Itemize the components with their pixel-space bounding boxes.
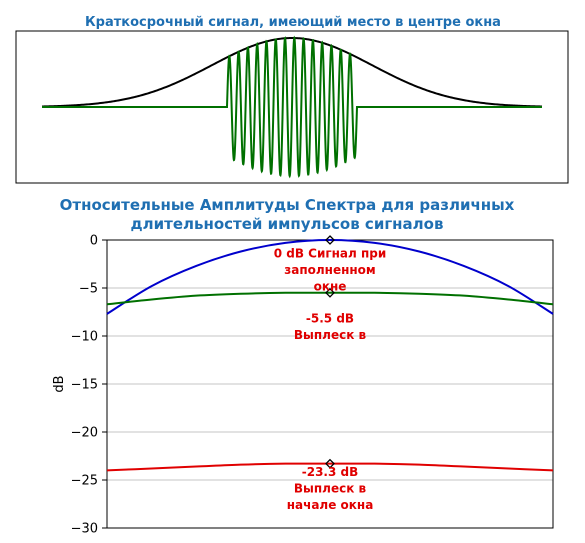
bottom-chart-series: [106, 238, 554, 472]
annotation-text: 0 dB Сигнал при: [274, 246, 387, 260]
y-tick-label: −25: [71, 474, 98, 489]
y-tick-label: −10: [71, 330, 98, 345]
y-tick-label: −30: [71, 522, 98, 537]
annotation-text: окне: [314, 279, 347, 293]
peak-marker: [325, 458, 335, 469]
annotation-text: начале окна: [287, 498, 374, 512]
bottom-chart-y-ticks: 0 −5 −10 −15 −20 −25 −30: [71, 234, 107, 537]
annotation-text: Выплеск в: [294, 328, 367, 342]
top-chart-title: Краткосрочный сигнал, имеющий место в це…: [85, 15, 501, 30]
peak-marker: [325, 235, 335, 245]
bottom-chart-markers: [325, 235, 335, 469]
window-curve: [41, 36, 543, 108]
bottom-chart-title-line-2: длительностей импульсов сигналов: [131, 215, 444, 233]
y-tick-label: 0: [90, 234, 98, 249]
annotation-text: заполненном: [284, 263, 375, 277]
bottom-chart-title-line-1: Относительные Амплитуды Спектра для разл…: [60, 196, 515, 214]
burst-signal: [42, 35, 542, 179]
annotation-text: -23.3 dB: [302, 465, 359, 479]
spectrum-series-3: [106, 462, 554, 472]
top-chart-series: [41, 35, 543, 179]
y-tick-label: −20: [71, 426, 98, 441]
spectrum-series-2: [106, 291, 554, 306]
y-tick-label: −15: [71, 378, 98, 393]
bottom-chart-annotations: 0 dB Сигнал при заполненном окне -5.5 dB Вып…: [274, 246, 387, 512]
spectrum-series-1: [106, 238, 554, 315]
y-tick-label: −5: [79, 282, 98, 297]
annotation-text: Выплеск в: [294, 482, 367, 496]
annotation-text: -5.5 dB: [306, 312, 354, 326]
y-axis-label: dB: [52, 375, 67, 392]
peak-marker: [325, 287, 335, 298]
